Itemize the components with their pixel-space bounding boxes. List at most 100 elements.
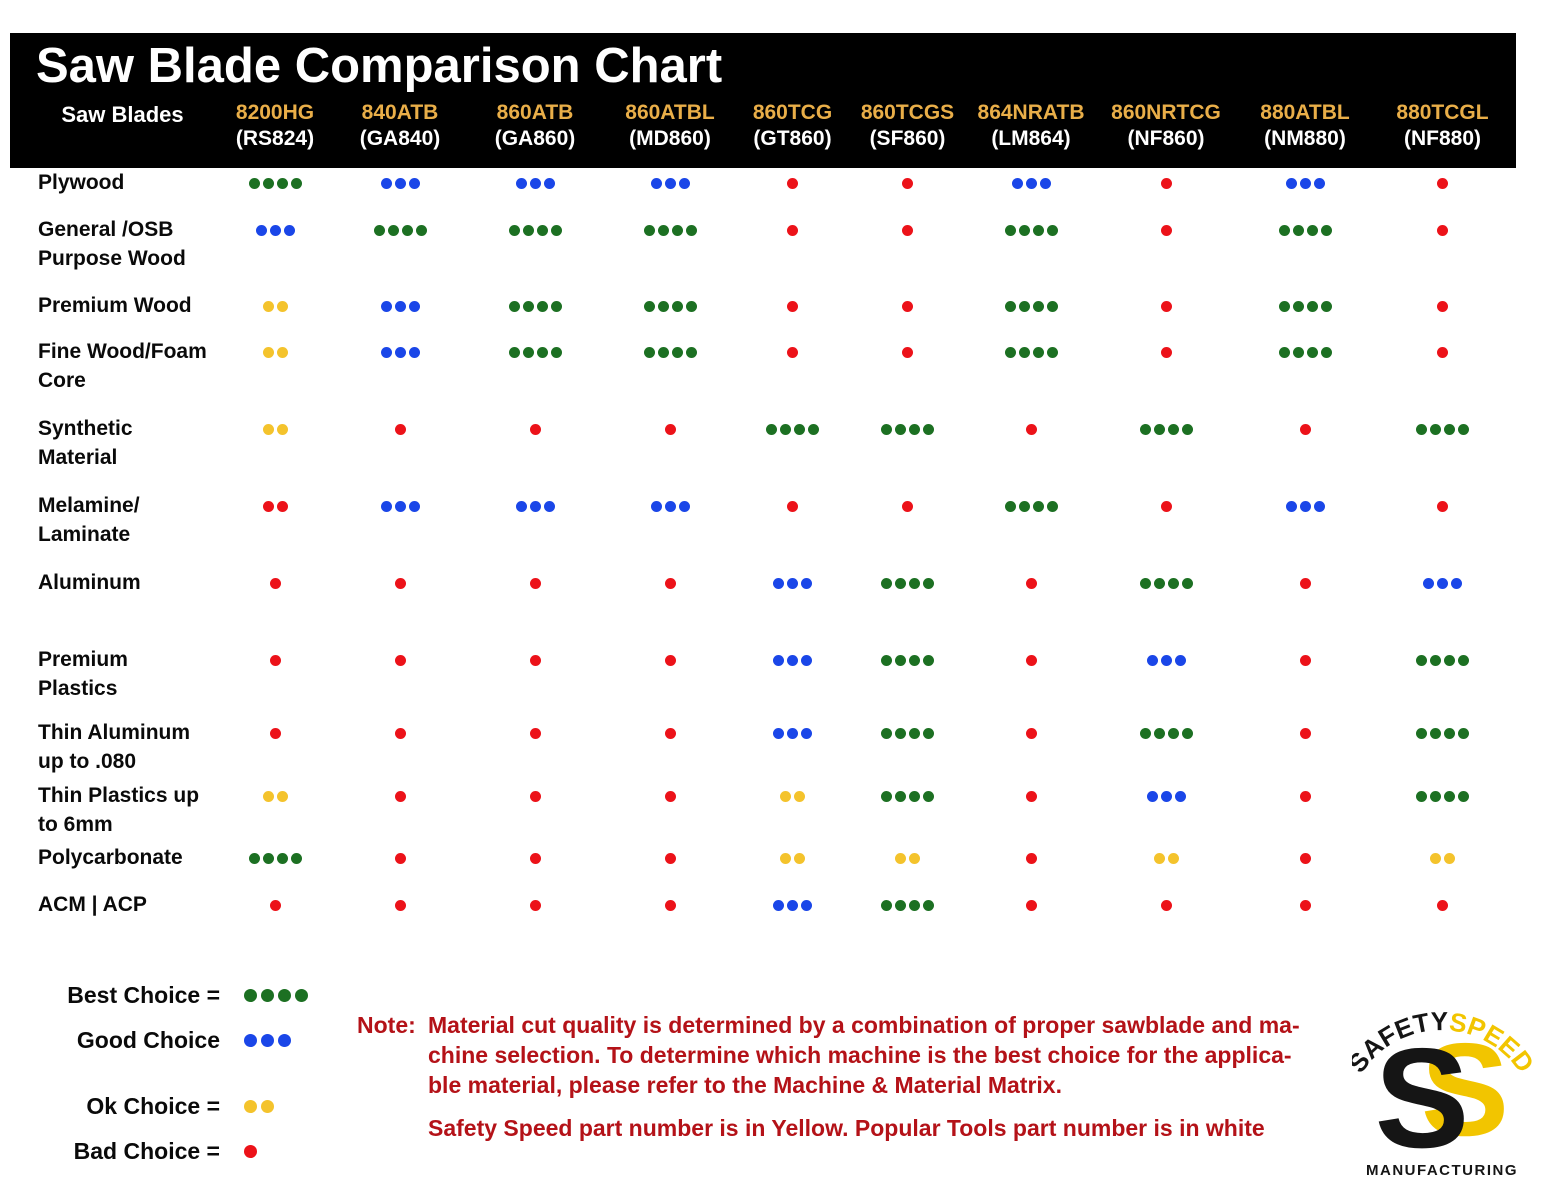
rating-dot — [1430, 423, 1441, 435]
row-label-line: Core — [38, 369, 86, 392]
rating-cell — [735, 215, 850, 245]
rating-cell — [735, 337, 850, 367]
rating-dot — [1153, 577, 1165, 589]
rating-dot — [276, 177, 288, 189]
rating-dot — [881, 790, 892, 802]
row-label-line: General /OSB — [38, 218, 174, 241]
rating-dot — [550, 300, 562, 312]
rating-dot — [1313, 500, 1325, 512]
rating-cell — [1235, 843, 1375, 873]
rating-dot — [1167, 423, 1179, 435]
rating-dot — [408, 300, 420, 312]
row-label: Premium Wood — [30, 291, 215, 321]
rating-dot — [895, 790, 906, 802]
rating-dot — [801, 577, 812, 589]
rating-dot — [1153, 727, 1165, 739]
rating-cell — [850, 291, 965, 321]
rating-cell — [965, 568, 1097, 598]
rating-dot — [529, 727, 541, 739]
rating-dot — [1146, 654, 1158, 666]
rating-dot — [1299, 852, 1311, 864]
column-header: 860TCGS (SF860) — [850, 100, 965, 152]
rating-cell — [850, 890, 965, 920]
rating-cell — [965, 337, 1097, 367]
note-block: Note: Material cut quality is determined… — [357, 1010, 1347, 1143]
rating-cell — [605, 843, 735, 873]
rating-dot — [895, 654, 906, 666]
rating-dot — [1278, 224, 1290, 236]
rating-dot — [522, 224, 534, 236]
rating-cell — [1235, 414, 1375, 444]
rating-dot — [1285, 500, 1297, 512]
rating-cell — [215, 645, 335, 675]
rating-cell — [1235, 568, 1375, 598]
rating-cell — [215, 337, 335, 367]
rating-dot — [671, 300, 683, 312]
rating-dot — [1437, 899, 1448, 911]
rating-dot — [1018, 300, 1030, 312]
rating-dot — [801, 654, 812, 666]
row-label-line: Material — [38, 446, 118, 469]
rating-cell — [605, 568, 735, 598]
model-number: 860ATB — [496, 101, 574, 124]
rating-cell — [465, 645, 605, 675]
rating-dot — [657, 224, 669, 236]
rating-dot — [262, 423, 274, 435]
rating-dot — [664, 423, 676, 435]
rating-dot — [881, 423, 892, 435]
part-number: (GT860) — [753, 127, 832, 150]
rating-dot — [1416, 423, 1427, 435]
rating-cell — [1235, 168, 1375, 198]
rating-dot — [262, 790, 274, 802]
rating-dot — [508, 346, 520, 358]
column-header: 860NRTCG (NF860) — [1097, 100, 1235, 152]
rating-dot — [1299, 727, 1311, 739]
rating-cell — [465, 843, 605, 873]
rating-cell — [335, 718, 465, 748]
rating-cell — [335, 414, 465, 444]
rating-dot — [1004, 346, 1016, 358]
rating-cell — [1235, 645, 1375, 675]
rating-dot — [1160, 224, 1172, 236]
rating-dot — [650, 500, 662, 512]
rating-dot — [1320, 224, 1332, 236]
rating-dot — [780, 790, 791, 802]
rating-dot — [1299, 423, 1311, 435]
rating-dot — [261, 1100, 274, 1113]
rating-cell — [1097, 168, 1235, 198]
rating-cell — [1375, 890, 1510, 920]
rating-dot — [269, 577, 281, 589]
row-label-line: ACM | ACP — [38, 893, 147, 916]
rating-dot — [415, 224, 427, 236]
rating-dot — [1320, 346, 1332, 358]
table-row: Aluminum — [10, 568, 1516, 645]
table-row: Synthetic Material — [10, 414, 1516, 491]
rating-dot — [1437, 300, 1448, 312]
rating-dot — [1285, 177, 1297, 189]
legend-dots — [244, 1145, 257, 1158]
rating-dot — [1032, 224, 1044, 236]
rating-cell — [735, 168, 850, 198]
rating-dot — [1046, 300, 1058, 312]
rating-cell — [1375, 781, 1510, 811]
rating-dot — [1423, 577, 1434, 589]
rating-cell — [735, 781, 850, 811]
rating-dot — [1160, 177, 1172, 189]
rating-cell — [850, 215, 965, 245]
column-header: 8200HG (RS824) — [215, 100, 335, 152]
rating-dot — [664, 577, 676, 589]
rating-dot — [380, 500, 392, 512]
rating-dot — [1444, 423, 1455, 435]
rating-dot — [1046, 224, 1058, 236]
rating-dot — [1160, 790, 1172, 802]
rating-dot — [1139, 577, 1151, 589]
rating-dot — [664, 790, 676, 802]
rating-dot — [1458, 654, 1469, 666]
part-number: (LM864) — [991, 127, 1071, 150]
row-label-line: Fine Wood/Foam — [38, 340, 207, 363]
rating-cell — [1097, 337, 1235, 367]
rating-cell — [965, 168, 1097, 198]
rating-dot — [1437, 577, 1448, 589]
note-line-1: Material cut quality is determined by a … — [428, 1012, 1300, 1038]
rating-dot — [394, 423, 406, 435]
